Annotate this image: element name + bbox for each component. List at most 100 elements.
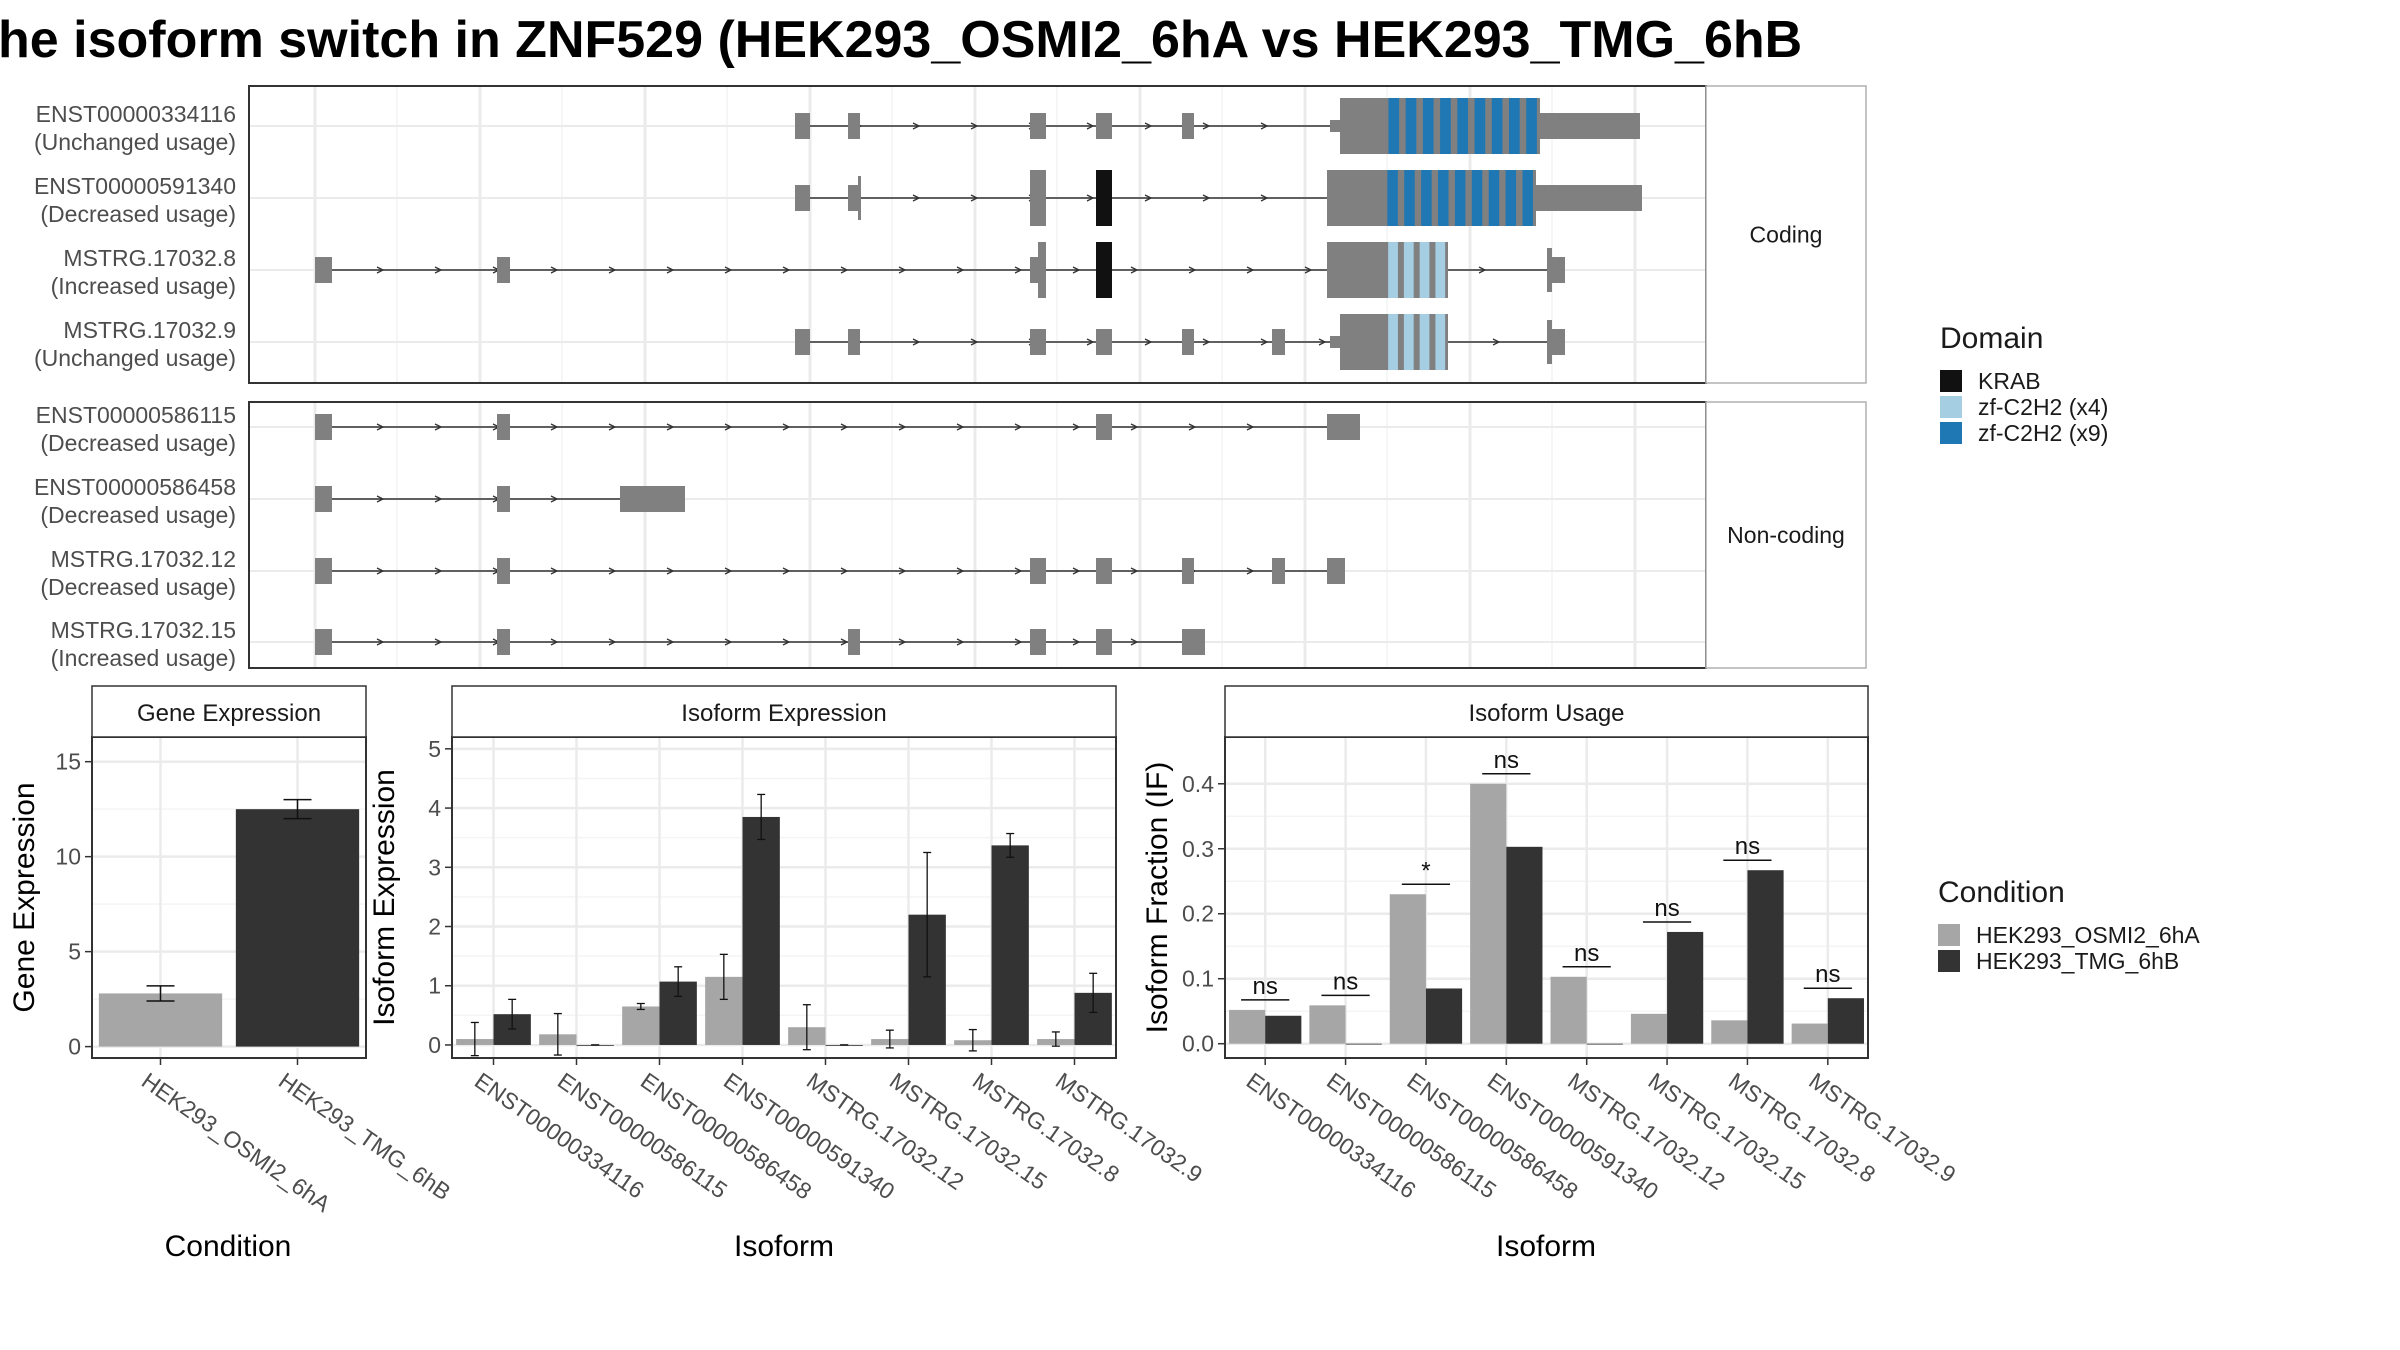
- strand-arrow: [724, 423, 733, 431]
- strand-arrow: [1478, 266, 1487, 274]
- strand-arrow: [1072, 567, 1081, 575]
- strand-arrow: [1130, 266, 1139, 274]
- exon: [1547, 320, 1552, 364]
- bar-condition-b: [742, 816, 780, 1045]
- strand-arrow: [782, 266, 791, 274]
- exon: [1327, 414, 1360, 440]
- zf-c2h2-x9-domain: [1405, 98, 1417, 154]
- exon: [848, 185, 858, 211]
- x-axis-title: Condition: [165, 1230, 292, 1263]
- strand-arrow: [898, 638, 907, 646]
- strand-arrow: [1072, 638, 1081, 646]
- bar-condition-a: [1470, 783, 1507, 1044]
- exon: [1540, 113, 1640, 139]
- exon: [1340, 98, 1385, 154]
- strand-arrow: [608, 423, 617, 431]
- exon: [497, 486, 510, 512]
- y-tick-label: 0.4: [1182, 771, 1214, 797]
- bar-condition-b: [991, 845, 1029, 1045]
- strand-arrow: [1130, 423, 1139, 431]
- y-axis-title: Isoform Fraction (IF): [1141, 762, 1174, 1034]
- legend-swatch: [1938, 950, 1960, 972]
- exon: [848, 629, 860, 655]
- bar-condition-b: [1425, 988, 1463, 1044]
- strand-arrow: [1318, 338, 1327, 346]
- zf-c2h2-x9-domain: [1474, 98, 1486, 154]
- zf-c2h2-x9-domain: [1488, 170, 1500, 226]
- transcript-track-ENST00000586458: [315, 486, 685, 512]
- legend-label: zf-C2H2 (x9): [1978, 420, 2108, 446]
- bar: [98, 993, 223, 1047]
- strand-arrow: [1260, 194, 1269, 202]
- zf-c2h2-x9-domain: [1387, 170, 1398, 226]
- legend-label: HEK293_OSMI2_6hA: [1976, 922, 2200, 948]
- transcript-id-label: ENST00000334116: [36, 101, 236, 127]
- transcript-id-label: MSTRG.17032.15: [51, 617, 236, 643]
- zf-c2h2-x9-domain: [1438, 170, 1449, 226]
- strand-arrow: [898, 423, 907, 431]
- exon: [848, 329, 860, 355]
- strand-arrow: [550, 567, 559, 575]
- figure-title: he isoform switch in ZNF529 (HEK293_OSMI…: [0, 11, 1802, 69]
- y-tick-label: 15: [55, 749, 81, 775]
- zf-c2h2-x9-domain: [1522, 170, 1533, 226]
- bar-condition-a: [622, 1006, 660, 1045]
- strand-arrow: [1246, 266, 1255, 274]
- facet-label: Non-coding: [1727, 522, 1845, 548]
- exon: [1552, 329, 1565, 355]
- transcript-track-ENST00000591340: [795, 170, 1642, 226]
- legend-label: zf-C2H2 (x4): [1978, 394, 2108, 420]
- strand-arrow: [1086, 194, 1095, 202]
- bar-condition-a: [1309, 1005, 1346, 1044]
- zf-c2h2-x9-domain: [1471, 170, 1483, 226]
- x-tick-label: MSTRG.17032.9: [1804, 1067, 1960, 1187]
- y-tick-label: 0.1: [1182, 966, 1214, 992]
- bar-condition-a: [1550, 976, 1587, 1044]
- chart-1: Isoform Expression012345ENST00000334116E…: [368, 685, 1207, 1263]
- exon: [848, 113, 860, 139]
- strand-arrow: [1144, 338, 1153, 346]
- strand-arrow: [970, 122, 979, 130]
- exon: [497, 257, 510, 283]
- zf-c2h2-x4-domain: [1419, 314, 1430, 370]
- panel-title-strip: [1224, 685, 1869, 738]
- transcript-usage-label: (Decreased usage): [40, 430, 236, 456]
- strand-arrow: [434, 266, 443, 274]
- strand-arrow: [840, 567, 849, 575]
- exon: [497, 558, 510, 584]
- significance-label: ns: [1654, 895, 1679, 922]
- zf-c2h2-x4-domain: [1388, 314, 1398, 370]
- y-tick-label: 0: [428, 1032, 441, 1058]
- x-axis-title: Isoform: [1496, 1230, 1596, 1263]
- exon: [315, 558, 332, 584]
- transcript-usage-label: (Increased usage): [51, 645, 236, 671]
- zf-c2h2-x9-domain: [1422, 98, 1434, 154]
- strand-arrow: [434, 495, 443, 503]
- facet-strip: [1705, 85, 1867, 384]
- legend-swatch: [1940, 422, 1962, 444]
- strand-arrow: [956, 423, 965, 431]
- transcript-usage-label: (Unchanged usage): [34, 129, 236, 155]
- bar-charts: Gene Expression051015HEK293_OSMI2_6hAHEK…: [8, 685, 1961, 1263]
- strand-arrow: [376, 567, 385, 575]
- strand-arrow: [782, 423, 791, 431]
- strand-arrow: [898, 567, 907, 575]
- strand-arrow: [1260, 122, 1269, 130]
- bar-condition-b: [1747, 870, 1784, 1044]
- bar-condition-b: [1265, 1015, 1302, 1044]
- strand-arrow: [840, 423, 849, 431]
- y-axis-title: Isoform Expression: [368, 769, 401, 1026]
- zf-c2h2-x4-domain: [1419, 242, 1430, 298]
- strand-arrow: [724, 266, 733, 274]
- exon: [1030, 558, 1046, 584]
- chart-2: ns ns * ns ns ns ns ns Isoform Usage 0.0 0.1 0.2 0.3…: [1141, 685, 1961, 1263]
- strand-arrow: [1304, 266, 1313, 274]
- exon: [795, 113, 810, 139]
- exon: [1340, 314, 1385, 370]
- bar-condition-a: [1630, 1013, 1668, 1044]
- transcript-track-MSTRG.17032.15: [315, 629, 1205, 655]
- transcript-track-MSTRG.17032.9: [795, 314, 1565, 370]
- strand-arrow: [1144, 122, 1153, 130]
- zf-c2h2-x9-domain: [1505, 170, 1517, 226]
